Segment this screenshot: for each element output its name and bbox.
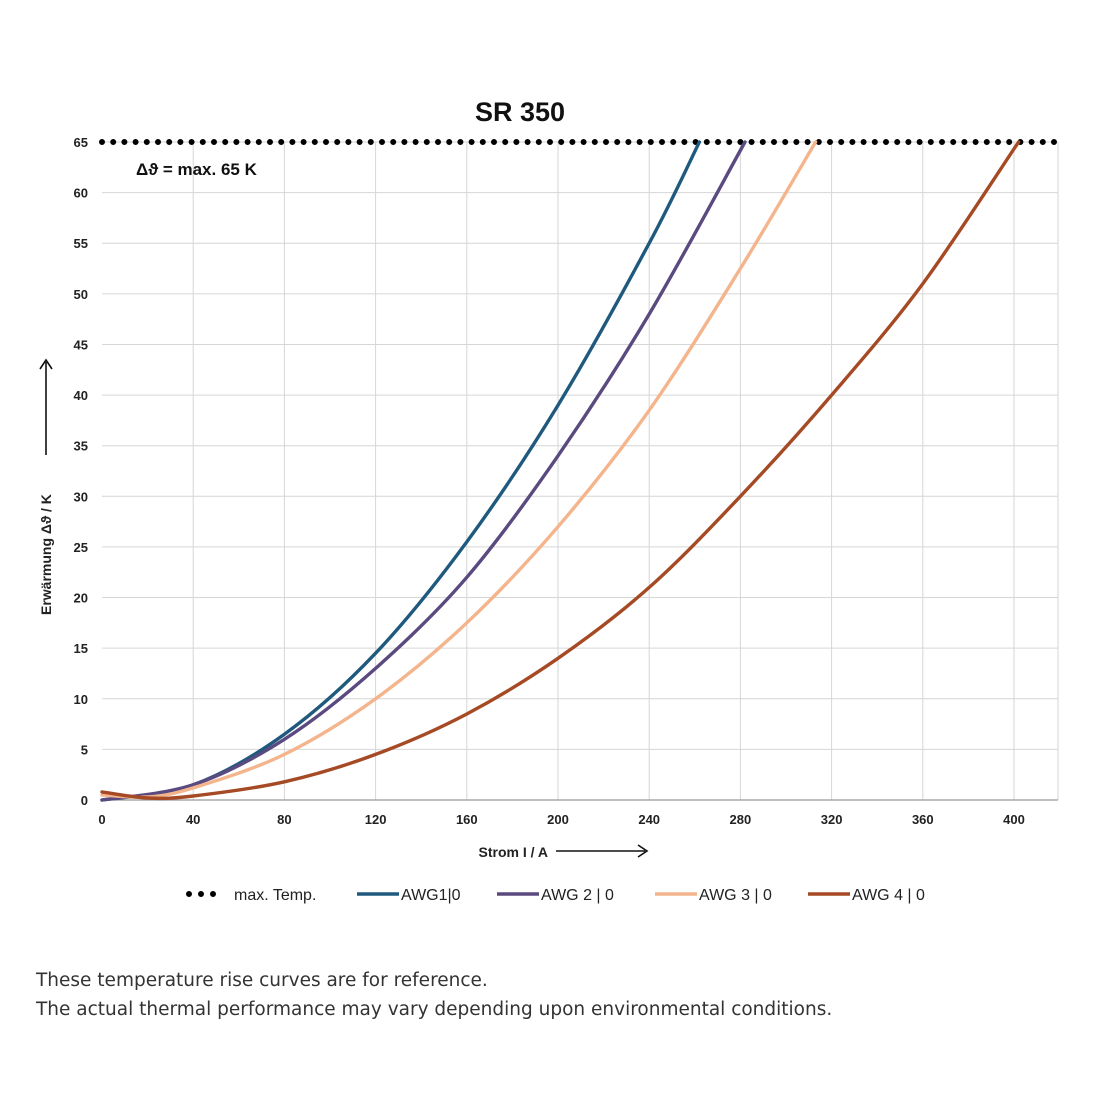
- x-axis-arrow-icon: [556, 844, 649, 858]
- x-tick-label: 400: [1003, 812, 1025, 827]
- legend: max. Temp. AWG1|0 AWG 2 | 0 AWG 3 | 0 AWG 4 …: [186, 887, 925, 904]
- y-tick-label: 45: [74, 337, 88, 352]
- footnote: These temperature rise curves are for re…: [36, 966, 832, 1024]
- series-line-2: [100, 140, 747, 802]
- x-tick-label: 240: [638, 812, 660, 827]
- x-tick-label: 80: [277, 812, 291, 827]
- y-tick-label: 20: [74, 591, 88, 606]
- y-tick-label: 65: [74, 135, 88, 150]
- y-tick-label: 5: [81, 742, 88, 757]
- x-axis-label: Strom I / A: [479, 844, 549, 860]
- y-tick-label: 50: [74, 287, 88, 302]
- x-axis-ticks: 0 40 80 120 160 200 240 280 320 360 400: [98, 812, 1024, 827]
- y-tick-label: 40: [74, 388, 88, 403]
- legend-label-series-4: AWG 4 | 0: [852, 887, 925, 904]
- x-tick-label: 160: [456, 812, 478, 827]
- y-tick-label: 15: [74, 641, 88, 656]
- y-tick-label: 60: [74, 186, 88, 201]
- y-axis-ticks: 0 5 10 15 20 25 30 35 40 45 50 55 60 65: [74, 135, 88, 808]
- series-line-1: [100, 140, 702, 802]
- x-tick-label: 360: [912, 812, 934, 827]
- grid: [102, 141, 1059, 801]
- footnote-line-2: The actual thermal performance may vary …: [36, 999, 833, 1020]
- series-line-3: [100, 140, 818, 799]
- y-axis-label: Erwärmung Δϑ / K: [38, 494, 54, 615]
- y-tick-label: 55: [74, 236, 88, 251]
- footnote-line-1: These temperature rise curves are for re…: [36, 970, 488, 991]
- x-tick-label: 200: [547, 812, 569, 827]
- legend-label-max-temp: max. Temp.: [234, 887, 316, 904]
- x-tick-label: 280: [730, 812, 752, 827]
- series-line-4: [100, 140, 1021, 801]
- legend-label-series-1: AWG1|0: [401, 887, 461, 904]
- y-axis-arrow-icon: [39, 358, 53, 455]
- y-tick-label: 25: [74, 540, 88, 555]
- x-tick-label: 120: [365, 812, 387, 827]
- legend-label-series-2: AWG 2 | 0: [541, 887, 614, 904]
- x-tick-label: 320: [821, 812, 843, 827]
- y-tick-label: 35: [74, 439, 88, 454]
- series-lines: [100, 140, 1021, 802]
- chart-title: SR 350: [475, 97, 565, 127]
- legend-label-series-3: AWG 3 | 0: [699, 887, 772, 904]
- x-tick-label: 40: [186, 812, 200, 827]
- max-temp-annotation: Δϑ = max. 65 K: [136, 160, 258, 179]
- y-tick-label: 30: [74, 489, 88, 504]
- x-tick-label: 0: [98, 812, 105, 827]
- y-tick-label: 0: [81, 793, 88, 808]
- y-tick-label: 10: [74, 692, 88, 707]
